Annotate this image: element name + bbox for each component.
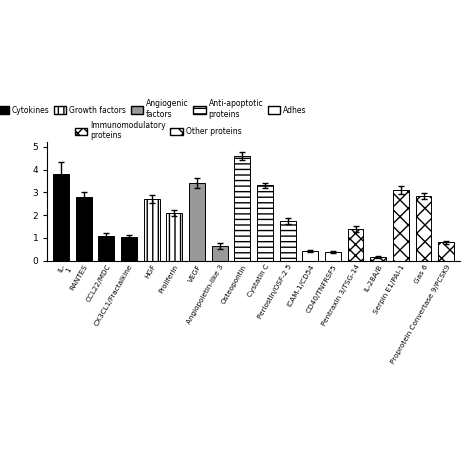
Bar [347, 229, 364, 261]
Bar [121, 237, 137, 261]
Bar [280, 221, 295, 261]
Legend: Immunomodulatory
proteins, Other proteins: Immunomodulatory proteins, Other protein… [72, 118, 244, 143]
Bar [257, 185, 273, 261]
Bar [166, 213, 182, 261]
Bar [144, 199, 160, 261]
Bar [99, 236, 114, 261]
Bar [416, 196, 431, 261]
Bar [302, 251, 318, 261]
Bar [189, 183, 205, 261]
Bar [325, 252, 341, 261]
Bar [76, 197, 91, 261]
Bar [234, 156, 250, 261]
Bar [370, 257, 386, 261]
Bar [53, 174, 69, 261]
Bar [438, 243, 454, 261]
Bar [393, 190, 409, 261]
Bar [212, 246, 228, 261]
